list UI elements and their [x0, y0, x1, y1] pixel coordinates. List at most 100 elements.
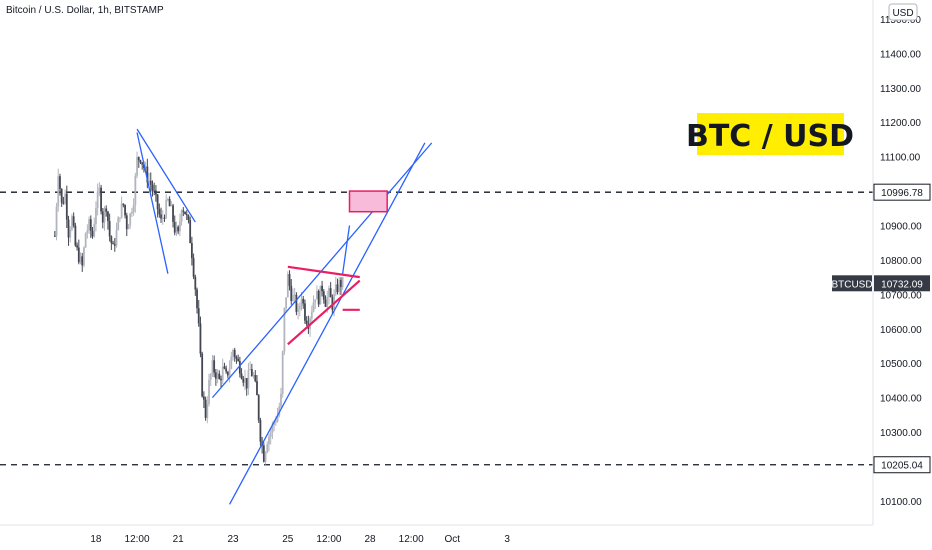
y-tick-label: 11400.00: [880, 49, 921, 60]
candle-body: [204, 399, 207, 418]
trendline[interactable]: [136, 128, 196, 223]
drawings[interactable]: [136, 128, 433, 505]
candle-body: [334, 284, 337, 295]
candle-body: [64, 193, 67, 204]
candle-body: [182, 210, 185, 212]
trendline[interactable]: [211, 142, 433, 399]
level-tag: [873, 183, 931, 201]
candle-body: [103, 208, 106, 223]
candle-body: [288, 274, 291, 286]
candle-body: [125, 215, 128, 230]
candle-body: [293, 294, 296, 296]
candle-body: [336, 284, 339, 292]
candle-body: [194, 276, 197, 290]
candle-body: [218, 373, 221, 379]
candle-body: [274, 421, 277, 423]
y-tick-label: 10900.00: [880, 221, 922, 232]
candle-body: [256, 381, 258, 396]
candle-body: [230, 356, 233, 369]
candle-body: [214, 372, 217, 379]
candle-body: [76, 245, 78, 248]
candle-body: [96, 191, 99, 208]
y-tick-label: 10800.00: [880, 256, 922, 267]
price-axis[interactable]: 10100.0010200.0010300.0010400.0010500.00…: [831, 0, 932, 525]
candle-body: [257, 395, 260, 421]
candle-body: [117, 217, 120, 231]
candle-body: [341, 277, 344, 288]
candle-body: [312, 302, 315, 312]
candle-body: [151, 184, 154, 191]
candle-body: [107, 211, 109, 222]
annotation-text: BTC / USD: [686, 119, 854, 154]
candle-body: [120, 203, 123, 218]
candle-body: [55, 206, 58, 236]
candle-body: [298, 305, 301, 310]
candle-body: [67, 219, 70, 238]
candle-body: [238, 360, 241, 374]
candle-body: [100, 187, 102, 212]
candle-body: [310, 311, 313, 319]
candle-body: [177, 226, 180, 232]
candle-body: [213, 360, 216, 373]
candle-body: [321, 285, 323, 292]
level-tag: [873, 456, 931, 474]
candle-body: [146, 166, 149, 183]
candle-body: [316, 290, 318, 300]
x-tick-label: 3: [504, 534, 510, 545]
trendline[interactable]: [136, 132, 169, 274]
candle-body: [129, 213, 132, 226]
candle-body: [160, 214, 162, 219]
candle-body: [105, 208, 108, 212]
currency-badge[interactable]: [888, 3, 918, 21]
candle-body: [259, 420, 262, 442]
candle-body: [89, 219, 92, 231]
candle-body: [290, 285, 293, 301]
candle-body: [249, 369, 252, 371]
candle-body: [201, 353, 204, 397]
candle-body: [281, 351, 284, 394]
candle-body: [271, 424, 274, 433]
candle-body: [132, 204, 135, 212]
candle-body: [300, 298, 303, 306]
candle-body: [304, 303, 306, 321]
x-tick-label: 21: [173, 534, 185, 545]
btc-usd-annotation[interactable]: BTC / USD: [686, 113, 854, 155]
candle-body: [209, 374, 212, 380]
candle-body: [247, 370, 250, 389]
candle-body: [226, 371, 229, 376]
candle-body: [148, 180, 150, 183]
trendline[interactable]: [287, 279, 361, 346]
candle-body: [338, 279, 341, 292]
candle-body: [221, 366, 224, 381]
candle-body: [60, 188, 63, 203]
target-zone-rectangle[interactable]: [348, 190, 388, 213]
candle-body: [155, 190, 157, 195]
candle-body: [317, 290, 320, 305]
time-axis[interactable]: 18 12:00 21 23 25 12:00 28 12:00 Oct 3: [0, 524, 932, 550]
candle-body: [163, 217, 166, 219]
current-price-label: 10732.09: [881, 279, 923, 290]
candle-body: [192, 258, 195, 277]
trendline[interactable]: [342, 225, 351, 274]
trendline[interactable]: [287, 265, 360, 279]
horizontal-levels: [0, 191, 873, 466]
candle-body: [153, 190, 156, 192]
candle-body: [101, 211, 104, 223]
candle-body: [161, 217, 164, 219]
candle-body: [264, 452, 267, 462]
candle-body: [119, 217, 121, 219]
candle-body: [319, 285, 322, 305]
candle-body: [156, 194, 159, 210]
candle-body: [276, 415, 279, 422]
trendline[interactable]: [229, 142, 426, 505]
x-tick-label: 28: [364, 534, 376, 545]
candle-body: [84, 233, 87, 248]
candle-body: [244, 378, 246, 383]
candle-body: [329, 288, 332, 298]
x-tick-label: 23: [227, 534, 239, 545]
candle-body: [88, 219, 90, 231]
candle-body: [305, 320, 308, 325]
candle-body: [340, 279, 342, 288]
symbol-label: BTCUSD: [831, 279, 872, 290]
